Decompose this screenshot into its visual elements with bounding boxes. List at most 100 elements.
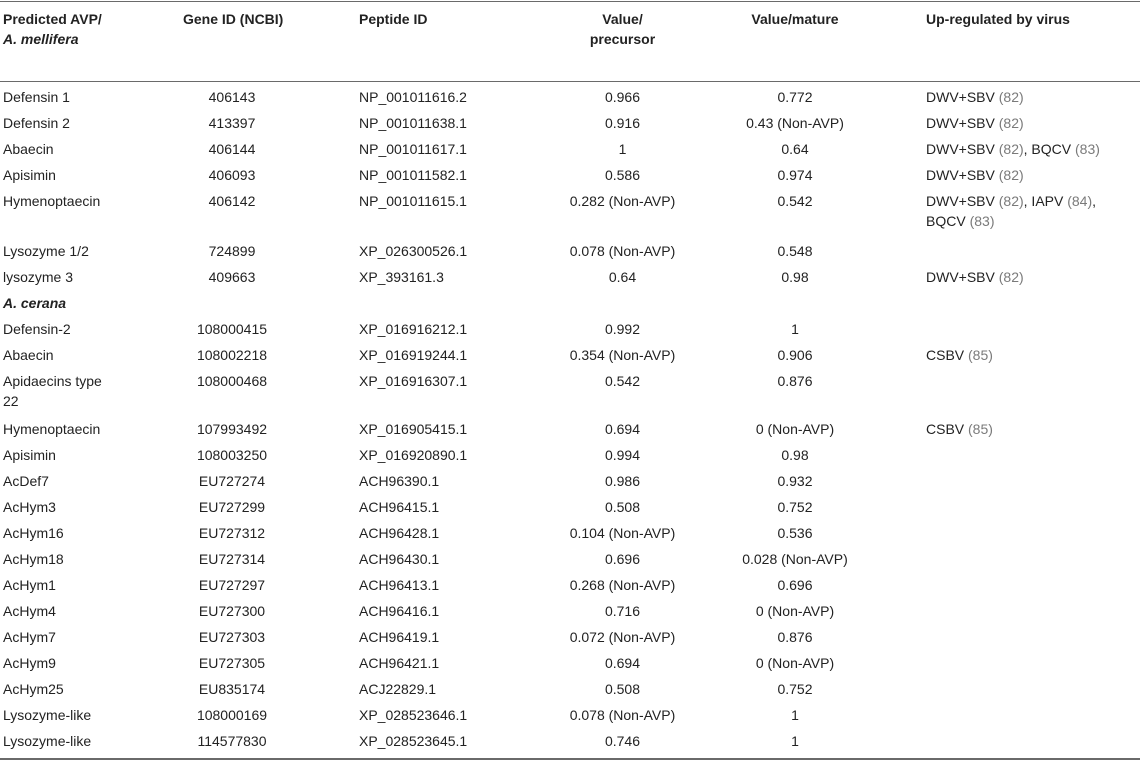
value-precursor: 0.716 bbox=[604, 603, 641, 619]
avp-name-text: AcHym25 bbox=[3, 681, 64, 697]
avp-name-text: AcHym7 bbox=[3, 629, 56, 645]
header-value-precursor-line2: precursor bbox=[589, 31, 656, 47]
avp-name: Lysozyme-like bbox=[3, 705, 163, 725]
avp-name: AcHym7 bbox=[3, 627, 163, 647]
avp-name-text: AcHym3 bbox=[3, 499, 56, 515]
avp-name: AcHym18 bbox=[3, 549, 163, 569]
gene-id: 406093 bbox=[208, 167, 256, 183]
virus-cell: CSBV (85) bbox=[926, 345, 1140, 365]
value-precursor: 0.508 bbox=[604, 499, 641, 515]
gene-id: 108000169 bbox=[196, 707, 268, 723]
value-precursor: 0.078 (Non-AVP) bbox=[569, 243, 676, 259]
virus-text: DWV+SBV bbox=[926, 141, 999, 157]
value-mature: 0.64 bbox=[781, 141, 809, 157]
virus-cell: DWV+SBV (82) bbox=[926, 87, 1140, 107]
avp-name: AcHym25 bbox=[3, 679, 163, 699]
avp-name: Lysozyme 1/2 bbox=[3, 241, 163, 261]
peptide-id: ACH96430.1 bbox=[359, 551, 440, 567]
virus-cell: DWV+SBV (82) bbox=[926, 165, 1140, 185]
avp-name: AcHym1 bbox=[3, 575, 163, 595]
gene-id: EU727314 bbox=[198, 551, 266, 567]
value-mature: 1 bbox=[791, 733, 799, 749]
gene-id: 406144 bbox=[208, 141, 256, 157]
citation-ref: (83) bbox=[969, 213, 995, 229]
value-mature: 0.43 (Non-AVP) bbox=[746, 115, 844, 131]
avp-name-text: Defensin 1 bbox=[3, 89, 70, 105]
value-mature: 0.876 bbox=[777, 629, 813, 645]
value-precursor: 0.586 bbox=[604, 167, 641, 183]
value-mature: 0.974 bbox=[777, 167, 813, 183]
peptide-id: ACH96390.1 bbox=[359, 473, 440, 489]
avp-name-text-line2: 22 bbox=[3, 393, 19, 409]
gene-id: EU727312 bbox=[198, 525, 266, 541]
header-rule bbox=[0, 81, 1140, 82]
top-rule bbox=[0, 1, 1140, 2]
value-precursor: 0.072 (Non-AVP) bbox=[569, 629, 676, 645]
peptide-id: ACJ22829.1 bbox=[359, 681, 437, 697]
avp-name: Lysozyme-like bbox=[3, 731, 163, 751]
header-value-precursor-line1: Value/ bbox=[602, 11, 643, 27]
value-precursor: 0.696 bbox=[604, 551, 641, 567]
virus-text: , BQCV bbox=[1023, 141, 1076, 157]
citation-ref: (84) bbox=[1067, 193, 1093, 209]
value-precursor: 0.694 bbox=[604, 655, 641, 671]
gene-id: 114577830 bbox=[197, 733, 267, 749]
value-mature: 0.98 bbox=[781, 269, 809, 285]
peptide-id: ACH96419.1 bbox=[359, 629, 440, 645]
virus-text: BQCV bbox=[926, 213, 970, 229]
avp-name: AcHym16 bbox=[3, 523, 163, 543]
header-predicted-avp-line1: Predicted AVP/ bbox=[3, 11, 102, 27]
virus-text: DWV+SBV bbox=[926, 115, 999, 131]
avp-name-text: Apisimin bbox=[3, 447, 56, 463]
avp-name-text: Lysozyme 1/2 bbox=[3, 243, 89, 259]
value-precursor: 0.746 bbox=[604, 733, 641, 749]
header-species-mellifera: A. mellifera bbox=[3, 31, 79, 47]
virus-line-2: BQCV (83) bbox=[926, 211, 1140, 231]
gene-id: EU727300 bbox=[198, 603, 266, 619]
section-label-cerana: A. cerana bbox=[3, 295, 67, 311]
virus-text: , IAPV bbox=[1023, 193, 1068, 209]
virus-line: DWV+SBV (82) bbox=[926, 87, 1140, 107]
peptide-id: XP_016916307.1 bbox=[359, 373, 468, 389]
peptide-id: XP_028523646.1 bbox=[359, 707, 468, 723]
virus-line: DWV+SBV (82) bbox=[926, 267, 1140, 287]
value-precursor: 0.966 bbox=[604, 89, 641, 105]
header-value-precursor: Value/ precursor bbox=[560, 9, 685, 49]
gene-id: EU727297 bbox=[198, 577, 266, 593]
value-precursor: 0.282 (Non-AVP) bbox=[569, 193, 676, 209]
gene-id: EU727305 bbox=[198, 655, 266, 671]
avp-name-text: Abaecin bbox=[3, 141, 54, 157]
avp-name-text: Abaecin bbox=[3, 347, 54, 363]
gene-id: 108002218 bbox=[196, 347, 268, 363]
value-mature: 1 bbox=[791, 707, 799, 723]
avp-name-text: Lysozyme-like bbox=[3, 707, 92, 723]
value-mature: 0.752 bbox=[777, 499, 813, 515]
avp-name: Hymenoptaecin bbox=[3, 191, 163, 211]
virus-line: DWV+SBV (82), IAPV (84), bbox=[926, 191, 1140, 211]
gene-id: EU727274 bbox=[198, 473, 266, 489]
peptide-id: NP_001011582.1 bbox=[359, 167, 467, 183]
virus-cell: DWV+SBV (82) bbox=[926, 267, 1140, 287]
avp-name-text: Lysozyme-like bbox=[3, 733, 92, 749]
citation-ref: (82) bbox=[998, 193, 1024, 209]
avp-name: Defensin-2 bbox=[3, 319, 163, 339]
peptide-id: NP_001011615.1 bbox=[359, 193, 467, 209]
virus-text: CSBV bbox=[926, 347, 969, 363]
avp-name-text: Defensin-2 bbox=[3, 321, 71, 337]
header-peptide-id: Peptide ID bbox=[359, 11, 428, 27]
avp-name-text: AcHym16 bbox=[3, 525, 64, 541]
header-predicted-avp: Predicted AVP/ A. mellifera bbox=[3, 9, 102, 49]
peptide-id: NP_001011617.1 bbox=[359, 141, 467, 157]
citation-ref: (82) bbox=[998, 115, 1024, 131]
value-precursor: 0.078 (Non-AVP) bbox=[569, 707, 676, 723]
peptide-id: ACH96413.1 bbox=[359, 577, 440, 593]
gene-id: EU835174 bbox=[198, 681, 266, 697]
peptide-id: XP_016905415.1 bbox=[359, 421, 468, 437]
value-mature: 1 bbox=[791, 321, 799, 337]
value-precursor: 0.354 (Non-AVP) bbox=[569, 347, 676, 363]
value-mature: 0 (Non-AVP) bbox=[755, 421, 835, 437]
avp-name: Defensin 2 bbox=[3, 113, 163, 133]
avp-name-text: Defensin 2 bbox=[3, 115, 70, 131]
value-mature: 0.536 bbox=[777, 525, 813, 541]
citation-ref: (82) bbox=[998, 167, 1024, 183]
